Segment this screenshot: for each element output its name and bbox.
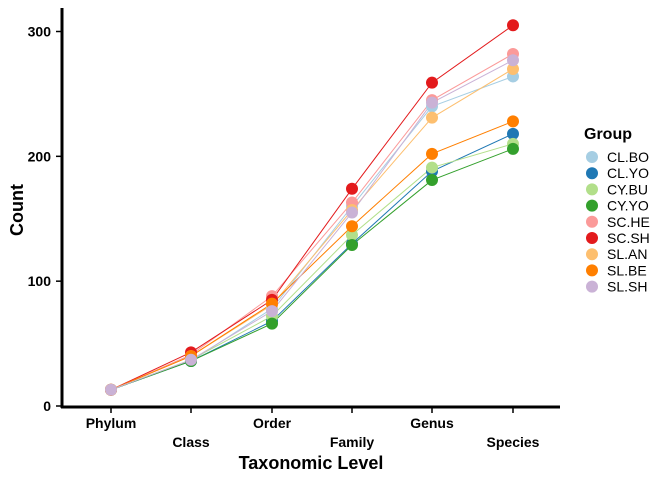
y-tick-label: 0 — [43, 398, 51, 414]
series-line-sc-sh — [110, 24, 514, 391]
legend-items: CL.BOCL.YOCY.BUCY.YOSC.HESC.SHSL.ANSL.BE… — [586, 149, 650, 295]
series-line-sl-an — [110, 68, 514, 391]
data-point-sl-sh-phylum — [105, 383, 117, 396]
legend-key-cy-yo — [586, 199, 598, 212]
data-point-cl-yo-species — [507, 127, 519, 140]
legend: Group CL.BOCL.YOCY.BUCY.YOSC.HESC.SHSL.A… — [584, 126, 650, 295]
data-point-sl-sh-order — [266, 305, 278, 318]
legend-key-cy-bu — [586, 183, 598, 196]
legend-key-sl-be — [586, 264, 598, 277]
legend-title: Group — [584, 126, 632, 143]
y-axis-ticks: 0 100 200 300 — [28, 24, 62, 414]
data-point-cy-yo-family — [346, 238, 358, 251]
x-tick-label-order: Order — [253, 415, 292, 431]
data-point-cy-bu-family — [346, 228, 358, 241]
x-axis-title: Taxonomic Level — [239, 453, 384, 473]
series-line-cl-bo — [110, 75, 514, 391]
series-line-sc-he — [110, 53, 514, 391]
legend-label: SL.AN — [607, 246, 647, 262]
data-point-sl-sh-genus — [426, 96, 438, 109]
series-line-cy-bu — [110, 143, 514, 391]
data-point-cy-yo-species — [507, 142, 519, 155]
data-point-sl-be-family — [346, 220, 358, 233]
data-point-cy-yo-order — [266, 317, 278, 330]
x-tick-label-phylum: Phylum — [86, 415, 137, 431]
legend-key-sc-he — [586, 215, 598, 228]
data-point-cy-bu-genus — [426, 161, 438, 174]
legend-key-cl-bo — [586, 151, 598, 163]
y-tick-label: 200 — [28, 148, 52, 164]
data-point-sl-sh-species — [507, 54, 519, 67]
legend-label: SC.HE — [607, 214, 650, 230]
legend-label: CL.BO — [607, 149, 649, 165]
data-point-sl-an-species — [507, 62, 519, 75]
legend-key-sc-sh — [586, 232, 598, 244]
legend-label: CY.BU — [607, 181, 648, 197]
data-point-sc-sh-species — [507, 19, 519, 32]
y-tick-label: 300 — [28, 24, 52, 40]
x-tick-label-family: Family — [330, 434, 375, 450]
data-point-sl-sh-class — [185, 353, 197, 366]
x-tick-label-species: Species — [487, 434, 540, 450]
legend-key-sl-sh — [586, 280, 598, 293]
legend-label: SL.BE — [607, 262, 647, 278]
legend-key-cl-yo — [586, 167, 598, 180]
data-point-sl-an-genus — [426, 111, 438, 124]
series-line-sl-be — [110, 120, 514, 391]
data-point-sl-be-genus — [426, 147, 438, 160]
x-tick-label-class: Class — [172, 434, 210, 450]
data-point-sl-sh-family — [346, 206, 358, 219]
series-points — [105, 19, 519, 396]
x-tick-label-genus: Genus — [410, 415, 454, 431]
data-point-sl-be-species — [507, 115, 519, 128]
data-point-cy-yo-genus — [426, 174, 438, 187]
legend-label: SC.SH — [607, 230, 650, 246]
legend-label: CL.YO — [607, 165, 649, 181]
legend-label: CY.YO — [607, 198, 649, 214]
x-axis-ticks: Phylum Class Order Family Genus Species — [86, 407, 540, 450]
legend-key-sl-an — [586, 248, 598, 261]
y-axis-title: Count — [7, 184, 27, 236]
legend-label: SL.SH — [607, 279, 647, 295]
series-line-sl-sh — [110, 59, 514, 391]
data-point-sc-sh-family — [346, 182, 358, 195]
series-line-cy-yo — [110, 148, 514, 391]
y-tick-label: 100 — [28, 273, 52, 289]
data-point-sc-sh-genus — [426, 76, 438, 89]
series-lines — [110, 24, 514, 391]
